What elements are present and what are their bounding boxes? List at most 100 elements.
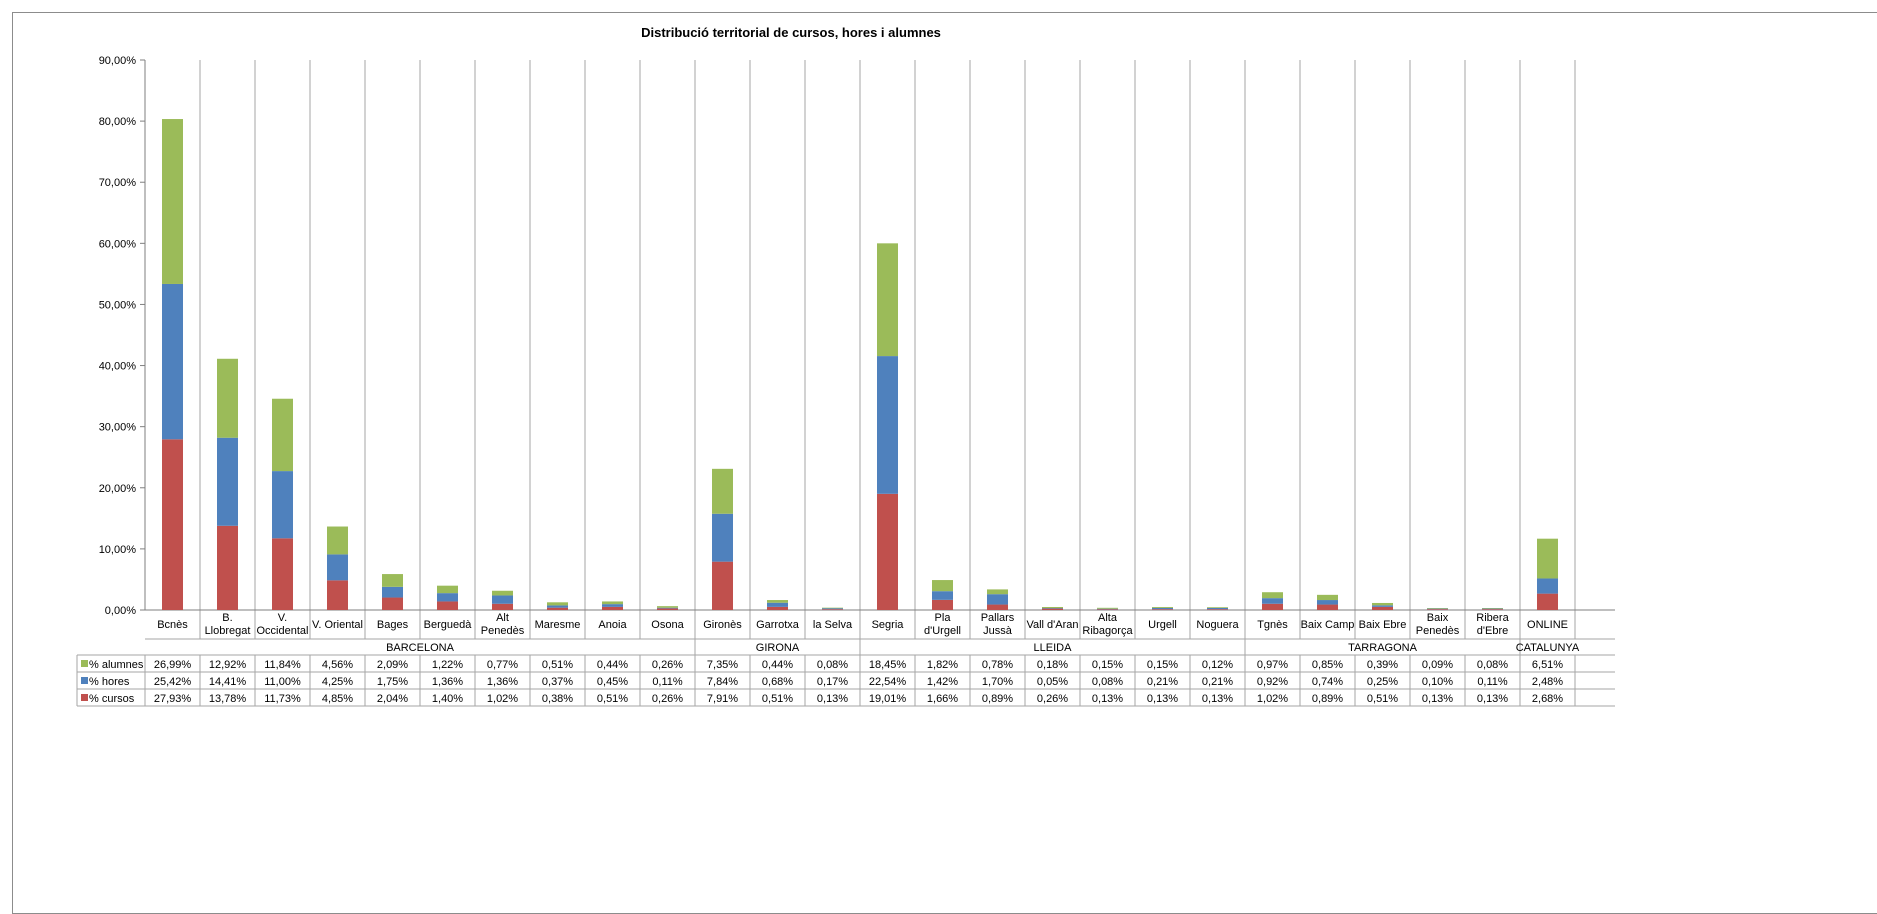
table-cell: 0,92%	[1257, 676, 1288, 688]
category-label: Garrotxa	[756, 619, 800, 631]
category-label: Bcnès	[157, 619, 188, 631]
table-cell: 0,26%	[652, 659, 683, 671]
bar-segment	[602, 604, 623, 607]
category-label: Bages	[377, 619, 409, 631]
bar-segment	[932, 591, 953, 600]
category-label: Baix Camp	[1301, 619, 1355, 631]
bar-segment	[877, 356, 898, 494]
group-label: TARRAGONA	[1348, 642, 1418, 654]
category-label: Baix	[1427, 612, 1449, 624]
table-cell: 0,12%	[1202, 659, 1233, 671]
table-cell: 0,25%	[1367, 676, 1398, 688]
table-cell: 18,45%	[869, 659, 907, 671]
legend-label: % hores	[89, 676, 130, 688]
table-cell: 0,51%	[762, 693, 793, 705]
table-cell: 0,68%	[762, 676, 793, 688]
bar-segment	[1152, 609, 1173, 610]
table-cell: 13,78%	[209, 693, 247, 705]
table-cell: 0,74%	[1312, 676, 1343, 688]
bar-segment	[1262, 592, 1283, 598]
bar-segment	[1427, 609, 1448, 610]
table-cell: 0,05%	[1037, 676, 1068, 688]
bar-segment	[712, 562, 733, 610]
bar-segment	[272, 471, 293, 538]
bar-segment	[932, 580, 953, 591]
y-tick-label: 80,00%	[99, 116, 137, 128]
table-cell: 26,99%	[154, 659, 192, 671]
bar-segment	[1537, 578, 1558, 593]
table-cell: 0,78%	[982, 659, 1013, 671]
bar-segment	[492, 595, 513, 603]
category-label: Anoia	[598, 619, 627, 631]
group-label: LLEIDA	[1034, 642, 1073, 654]
legend-label: % alumnes	[89, 659, 144, 671]
table-cell: 1,36%	[432, 676, 463, 688]
bar-segment	[547, 608, 568, 610]
table-cell: 0,17%	[817, 676, 848, 688]
legend-swatch	[81, 677, 88, 684]
bar-segment	[1152, 607, 1173, 608]
group-label: BARCELONA	[386, 642, 455, 654]
table-cell: 2,48%	[1532, 676, 1563, 688]
bar-segment	[1262, 598, 1283, 604]
bar-segment	[162, 439, 183, 610]
table-cell: 2,68%	[1532, 693, 1563, 705]
table-cell: 0,11%	[652, 676, 683, 688]
y-tick-label: 30,00%	[99, 422, 137, 434]
table-cell: 1,22%	[432, 659, 463, 671]
bar-segment	[1482, 608, 1503, 609]
table-cell: 1,70%	[982, 676, 1013, 688]
y-tick-label: 40,00%	[99, 361, 137, 373]
bar-segment	[1372, 605, 1393, 607]
table-cell: 1,40%	[432, 693, 463, 705]
group-label: CATALUNYA	[1516, 642, 1580, 654]
category-label: Urgell	[1148, 619, 1177, 631]
bar-segment	[1262, 604, 1283, 610]
table-cell: 0,77%	[487, 659, 518, 671]
category-label: la Selva	[813, 619, 853, 631]
table-cell: 4,56%	[322, 659, 353, 671]
table-cell: 0,37%	[542, 676, 573, 688]
bar-segment	[217, 526, 238, 610]
bar-segment	[1042, 607, 1063, 608]
table-cell: 1,36%	[487, 676, 518, 688]
table-cell: 1,02%	[487, 693, 518, 705]
table-cell: 0,51%	[542, 659, 573, 671]
category-label: Osona	[651, 619, 684, 631]
bar-segment	[1317, 595, 1338, 600]
bar-segment	[712, 514, 733, 562]
y-tick-label: 20,00%	[99, 483, 137, 495]
table-cell: 7,84%	[707, 676, 738, 688]
category-label: Alt	[496, 612, 509, 624]
bar-segment	[602, 607, 623, 610]
table-cell: 0,15%	[1147, 659, 1178, 671]
bar-segment	[657, 606, 678, 608]
table-cell: 0,45%	[597, 676, 628, 688]
table-cell: 0,89%	[1312, 693, 1343, 705]
table-cell: 11,73%	[264, 693, 301, 705]
bar-segment	[437, 601, 458, 610]
bar-segment	[767, 607, 788, 610]
bar-segment	[1372, 607, 1393, 610]
table-cell: 1,82%	[927, 659, 958, 671]
bar-segment	[767, 600, 788, 603]
chart-title: Distribució territorial de cursos, hores…	[641, 25, 941, 40]
category-label: Llobregat	[205, 625, 251, 637]
bar-segment	[217, 438, 238, 526]
table-cell: 11,84%	[264, 659, 301, 671]
y-tick-label: 10,00%	[99, 544, 137, 556]
bar-segment	[547, 602, 568, 605]
bar-segment	[492, 604, 513, 610]
y-tick-label: 50,00%	[99, 299, 137, 311]
table-cell: 27,93%	[154, 693, 192, 705]
category-label: Penedès	[481, 625, 525, 637]
category-label: ONLINE	[1527, 619, 1568, 631]
category-label: d'Urgell	[924, 625, 961, 637]
chart-area: Distribució territorial de cursos, hores…	[12, 12, 1877, 914]
bar-segment	[1372, 603, 1393, 605]
category-label: Ribagorça	[1082, 625, 1133, 637]
category-label: Maresme	[535, 619, 581, 631]
bar-segment	[602, 601, 623, 604]
group-label: GIRONA	[756, 642, 800, 654]
table-cell: 0,51%	[1367, 693, 1398, 705]
